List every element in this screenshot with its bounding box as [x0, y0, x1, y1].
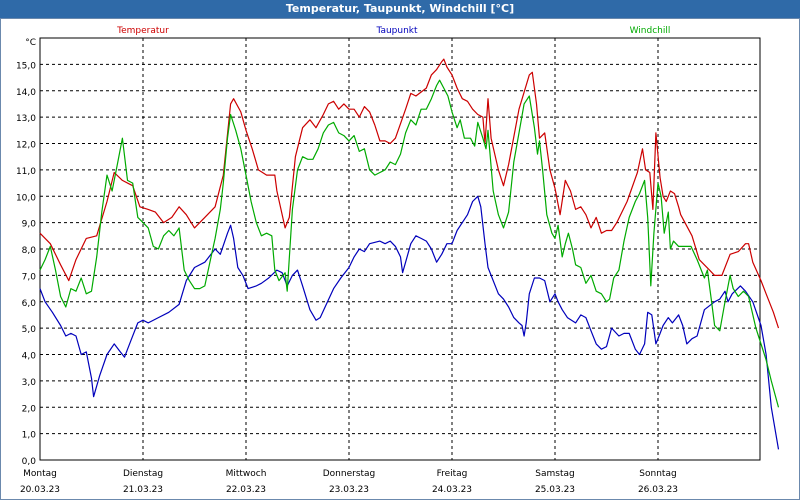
y-tick-label: 5,0: [22, 325, 37, 335]
series-line-temperatur: [39, 58, 780, 329]
x-tick-day: Dienstag: [123, 469, 163, 479]
y-tick-label: 2,0: [22, 404, 37, 414]
line-chart: 0,0 1,0 2,0 3,0 4,0 5,0 6,0 7,0 8,0 9,0 10,0 11,0 12…: [16, 26, 780, 495]
y-tick-label: 7,0: [22, 272, 37, 282]
y-tick-label: 13,0: [16, 114, 36, 124]
x-tick-date: 26.03.23: [638, 485, 678, 495]
y-tick-label: 11,0: [16, 167, 36, 177]
y-tick-label: 9,0: [22, 220, 37, 230]
y-tick-label: 8,0: [22, 246, 37, 256]
legend-temperatur: Temperatur: [116, 26, 169, 36]
y-axis-label: °C: [25, 38, 36, 48]
y-tick-label: 3,0: [22, 378, 37, 388]
series-line-taupunkt: [39, 195, 780, 450]
x-tick-date: 25.03.23: [535, 485, 575, 495]
x-tick-day: Samstag: [535, 469, 574, 479]
series-line-windchill: [39, 79, 780, 408]
window-title: Temperatur, Taupunkt, Windchill [°C]: [0, 0, 800, 18]
x-tick-day: Sonntag: [639, 469, 676, 479]
y-tick-label: 10,0: [16, 193, 36, 203]
y-tick-label: 4,0: [22, 352, 37, 362]
x-tick-date: 24.03.23: [432, 485, 472, 495]
x-tick-date: 22.03.23: [226, 485, 266, 495]
y-tick-label: 14,0: [16, 88, 36, 98]
y-tick-label: 0,0: [22, 457, 37, 467]
x-tick-date: 20.03.23: [20, 485, 60, 495]
x-tick-day: Montag: [23, 469, 57, 479]
x-tick-date: 21.03.23: [123, 485, 163, 495]
x-tick-day: Mittwoch: [226, 469, 267, 479]
x-tick-date: 23.03.23: [329, 485, 369, 495]
y-tick-label: 6,0: [22, 299, 37, 309]
legend-windchill: Windchill: [630, 26, 671, 36]
x-tick-day: Donnerstag: [323, 469, 376, 479]
y-tick-label: 15,0: [16, 61, 36, 71]
x-tick-day: Freitag: [437, 469, 468, 479]
y-tick-label: 1,0: [22, 431, 37, 441]
y-tick-label: 12,0: [16, 141, 36, 151]
legend-taupunkt: Taupunkt: [375, 26, 418, 36]
